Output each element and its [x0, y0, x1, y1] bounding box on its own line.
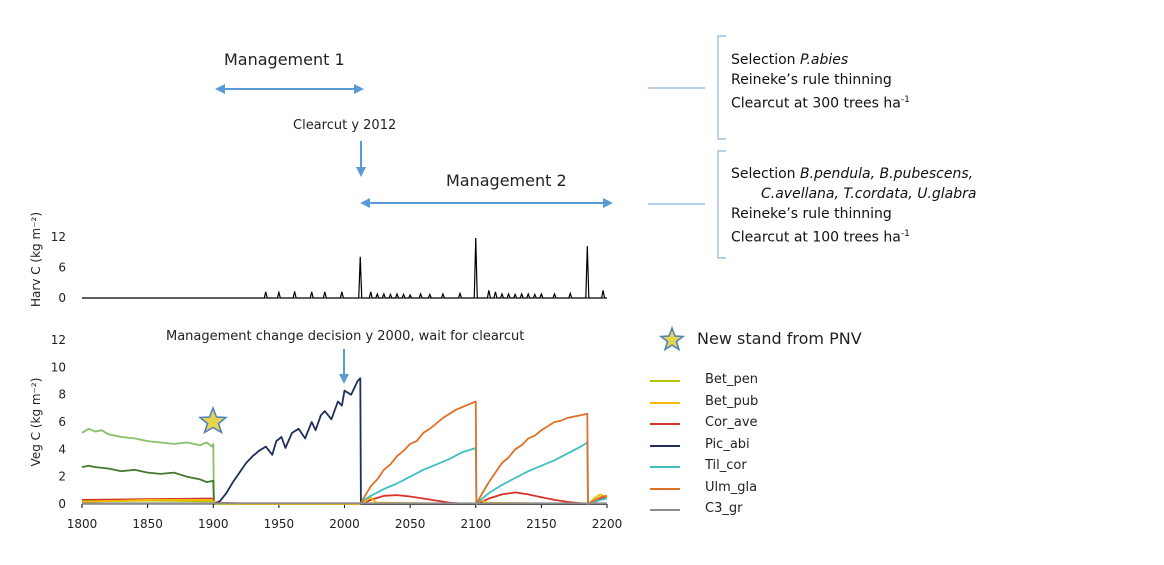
m2-note-selection: Selection B.pendula, B.pubescens, — [731, 166, 974, 182]
m2-bracket — [717, 150, 726, 259]
veg-series-cor-ave — [81, 491, 608, 505]
management1-label: Management 1 — [224, 50, 345, 69]
new-stand-label: New stand from PNV — [697, 329, 862, 348]
legend-swatch — [650, 487, 680, 490]
veg-x-tick-label: 2100 — [460, 517, 491, 531]
harvest-series-line — [82, 238, 607, 299]
legend-label: Pic_abi — [705, 436, 750, 452]
legend-label: Cor_ave — [705, 415, 758, 430]
legend-swatch — [650, 509, 680, 511]
veg-x-tick-label: 2050 — [395, 517, 426, 531]
harvest-y-tick-label: 6 — [58, 261, 66, 275]
veg-x-tick-label: 1950 — [264, 517, 295, 531]
veg-x-tick-label: 1900 — [198, 517, 229, 531]
decision-label: Management change decision y 2000, wait … — [166, 329, 525, 344]
veg-series-ulm-gla — [359, 400, 608, 505]
clearcut-label: Clearcut y 2012 — [293, 118, 397, 133]
legend-swatch — [650, 444, 680, 447]
m2-note-species-cont: C.avellana, T.cordata, U.glabra — [761, 186, 977, 202]
vegetation-chart: 1800 1850 1900 1950 2000 2050 2100 2150 2200 0 2 4 6… — [29, 333, 622, 531]
veg-y-tick-label: 8 — [58, 388, 66, 402]
veg-x-tick-label: 2000 — [329, 517, 360, 531]
veg-y-axis-label: Veg C (kg m⁻²) — [29, 378, 43, 467]
m1-note-selection: Selection P.abies — [731, 52, 849, 68]
veg-x-tick-label: 2200 — [592, 517, 623, 531]
management1-notes: Selection P.abies Reineke’s rule thinnin… — [731, 50, 910, 114]
harvest-y-tick-label: 0 — [58, 291, 66, 305]
legend-label: Ulm_gla — [705, 479, 758, 495]
m1-note-thinning: Reineke’s rule thinning — [731, 72, 892, 88]
veg-y-tick-label: 6 — [58, 415, 66, 429]
m2-note-clearcut: Clearcut at 100 trees ha-1 — [731, 229, 910, 246]
m1-note-clearcut: Clearcut at 300 trees ha-1 — [731, 95, 910, 112]
legend-star-icon — [658, 325, 686, 352]
veg-x-tick-label: 1800 — [67, 517, 98, 531]
legend-swatch — [650, 380, 680, 382]
veg-series-dark-green — [81, 464, 215, 505]
harvest-y-tick-label: 12 — [51, 230, 66, 244]
m2-note-thinning: Reineke’s rule thinning — [731, 206, 892, 222]
legend-label: Bet_pub — [705, 393, 759, 409]
veg-series-light-green — [81, 427, 215, 505]
legend-label: Til_cor — [705, 458, 747, 473]
management2-label: Management 2 — [446, 171, 567, 190]
new-stand-star-icon — [197, 405, 229, 435]
veg-x-tick-label: 1850 — [132, 517, 163, 531]
veg-y-tick-label: 0 — [58, 497, 66, 511]
legend-swatch — [650, 401, 680, 404]
legend-label: Bet_pen — [705, 372, 759, 387]
management2-notes: Selection B.pendula, B.pubescens, C.avel… — [731, 164, 976, 248]
legend-swatch — [650, 423, 680, 425]
harvest-chart: 0 6 12 Harv C (kg m⁻²) — [29, 212, 607, 307]
veg-y-tick-label: 2 — [58, 470, 66, 484]
veg-series-pic-abi — [212, 377, 607, 505]
veg-y-tick-label: 4 — [58, 442, 66, 456]
veg-y-tick-label: 10 — [51, 360, 66, 374]
legend-label: C3_gr — [705, 501, 743, 516]
legend-swatch — [650, 466, 680, 468]
veg-y-tick-label: 12 — [51, 333, 66, 347]
harvest-y-axis-label: Harv C (kg m⁻²) — [29, 212, 43, 307]
veg-x-tick-label: 2150 — [526, 517, 557, 531]
m1-bracket — [717, 35, 726, 140]
veg-series-til-cor — [359, 441, 608, 505]
